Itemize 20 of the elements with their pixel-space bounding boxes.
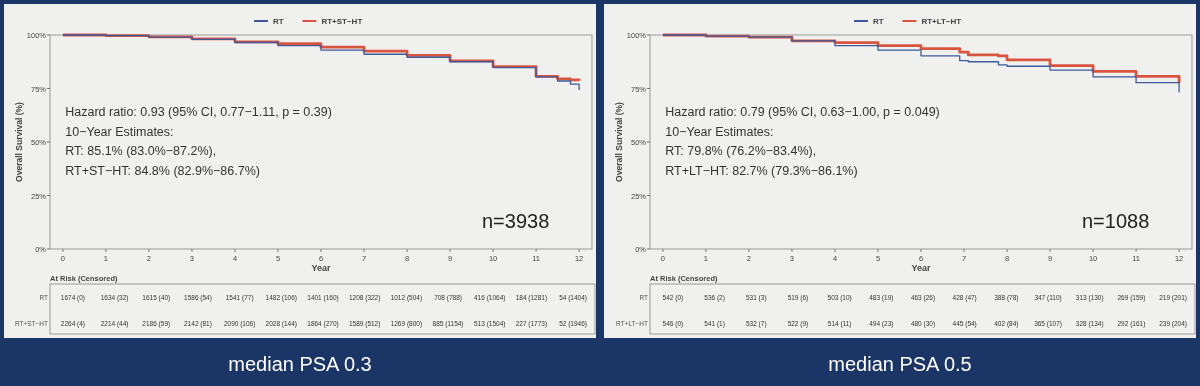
annotation: RT: 79.8% (76.2%−83.4%),: [665, 144, 817, 158]
annotation: n=3938: [482, 210, 550, 232]
legend-label: RT: [873, 17, 884, 26]
legend-label: RT+ST−HT: [321, 17, 363, 26]
annotation: RT: 85.1% (83.0%−87.2%),: [65, 144, 217, 158]
legend-label: RT: [273, 17, 284, 26]
annotation: 10−Year Estimates:: [65, 124, 174, 139]
y-axis-title: Overall Survival (%): [14, 101, 24, 182]
x-axis-title: Year: [911, 263, 931, 273]
text: median PSA 0.3: [228, 353, 372, 375]
y-axis-title: Overall Survival (%): [614, 101, 624, 182]
x-axis-title: Year: [311, 263, 331, 273]
annotation: RT+ST−HT: 84.8% (82.9%−86.7%): [65, 163, 260, 178]
annotation: Hazard ratio: 0.79 (95% CI, 0.63−1.00, p = 0.049): [665, 105, 940, 119]
text: median PSA 0.5: [828, 353, 972, 375]
legend-label: RT+LT−HT: [921, 17, 962, 26]
annotation: RT+LT−HT: 82.7% (79.3%−86.1%): [665, 163, 858, 178]
annotation: n=1088: [1082, 210, 1150, 232]
annotation: 10−Year Estimates:: [665, 124, 774, 139]
annotation: Hazard ratio: 0.93 (95% CI, 0.77−1.11, p = 0.39): [65, 105, 332, 119]
